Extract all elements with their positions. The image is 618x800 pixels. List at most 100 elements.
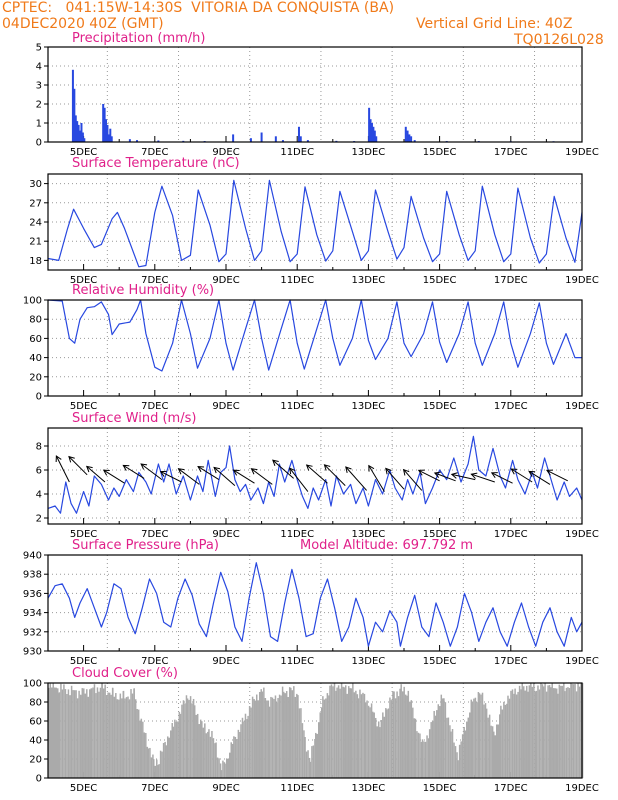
cloud-bar [84,693,87,778]
cloud-bar [220,770,223,778]
cloud-bar [380,720,383,778]
x-tick-label: 11DEC [280,656,314,667]
panel-title: Relative Humidity (%) [72,283,214,298]
cloud-bar [570,683,572,778]
cloud-bar [189,696,192,778]
cloud-bar [369,707,371,778]
cloud-bar [557,693,559,778]
cloud-bar [469,712,471,778]
cloud-bar [404,694,407,778]
cloud-bar [434,715,437,778]
y-tick-label: 60 [29,717,42,728]
precip-bar [232,134,235,142]
cloud-bar [416,731,418,778]
wind-arrow [55,455,70,483]
cloud-bar [528,685,531,778]
cloud-bar [490,725,492,778]
cloud-bar [508,698,511,778]
cloud-bar [457,760,459,778]
cloud-bar [496,724,498,778]
cloud-bar [552,688,555,778]
y-tick-label: 938 [23,570,42,581]
cloud-bar [195,714,197,778]
cloud-bar [511,689,514,778]
cloud-bar [423,741,425,778]
precip-bar [369,119,372,142]
x-tick-label: 7DEC [141,529,168,540]
cloud-bar [370,703,373,778]
cloud-bar [175,721,178,778]
precip-bar [128,139,131,142]
cloud-bar [568,687,571,778]
cloud-bar [323,699,326,778]
cloud-bar [264,698,267,778]
y-tick-label: 0 [36,774,42,785]
cloud-bar [54,687,56,778]
cloud-bar [549,687,552,778]
model-id: TQ0126L028 [514,32,604,48]
x-tick-label: 17DEC [494,147,528,158]
cloud-bar [379,727,381,778]
wind-arrow [86,466,106,483]
cloud-bar [64,689,67,778]
cloud-bar [446,717,448,778]
cloud-bar [340,683,343,778]
cloud-bar [164,741,166,778]
cloud-bar [110,694,112,778]
run-date: 04DEC2020 40Z (GMT) [2,16,164,32]
cloud-bar [567,687,569,778]
cloud-bar [577,683,579,778]
precip-bar [74,115,77,142]
x-tick-label: 19DEC [565,656,599,667]
cloud-bar [67,689,70,778]
precip-bar [410,136,413,142]
cloud-bar [192,698,195,778]
cloud-bar [390,700,393,778]
cloud-bar [504,704,507,778]
cloud-bar [216,757,219,778]
cloud-bar [102,688,105,778]
cloud-bar [124,698,126,778]
cloud-bar [332,686,334,778]
wind-arrow-head [433,471,441,478]
cloud-bar [270,696,272,778]
panel-title: Surface Temperature (nC) [72,156,240,171]
cloud-bar [107,692,109,778]
cloud-bar [104,684,106,778]
wind-arrow-head [159,470,167,477]
cloud-bar [477,692,480,778]
cloud-bar [165,745,167,778]
panel-frame [47,299,583,397]
cloud-bar [421,739,424,778]
cloud-bar [260,689,262,778]
wind-arrow [491,472,513,484]
wind-arrow [68,456,88,476]
cloud-bar [355,690,357,778]
cloud-bar [471,701,474,778]
panel-frame [47,46,583,143]
wind-arrow [511,468,533,483]
y-tick-label: 934 [23,608,42,619]
cloud-bar [373,712,375,778]
cloud-bar [450,731,452,778]
cloud-bar [166,736,169,778]
wind-arrow [213,467,236,486]
cloud-bar [336,687,338,778]
cloud-bar [258,691,261,778]
cloud-bar [199,719,202,778]
cloud-bar [284,693,286,778]
wind-arrow [451,473,476,481]
wind-arrow [140,463,163,481]
wind-arrow-head [546,469,553,476]
cloud-bar [541,684,544,778]
cloud-bar [316,733,318,778]
x-tick-label: 13DEC [352,656,386,667]
wind-arrow-head [197,466,205,473]
precip-bar [375,136,378,142]
cloud-bar [464,730,467,778]
cloud-bar [561,685,564,778]
cloud-bar [133,688,135,778]
precip-bar [83,138,86,142]
cloud-bar [560,685,562,778]
